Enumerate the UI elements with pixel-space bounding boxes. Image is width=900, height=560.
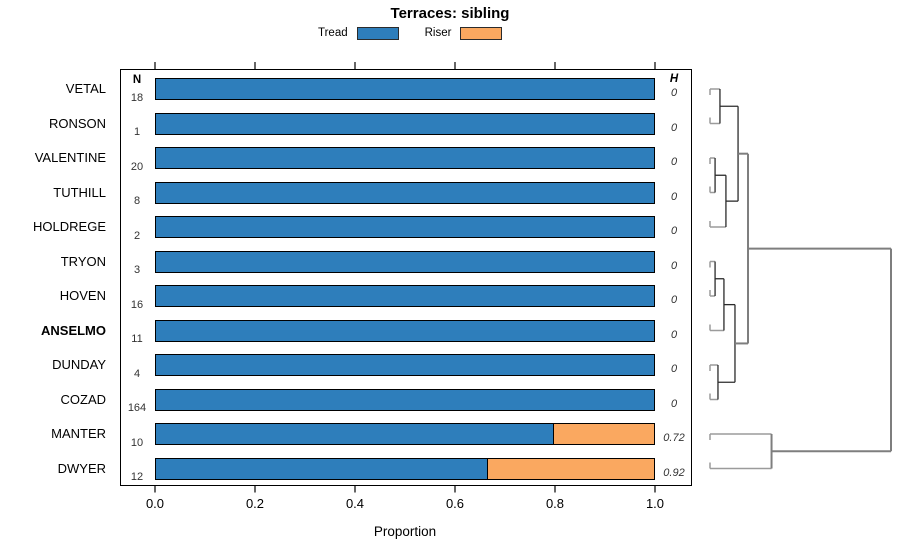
- h-value: 0: [670, 87, 678, 99]
- legend-label-riser: Riser: [424, 27, 452, 39]
- h-value: 0: [670, 121, 678, 134]
- h-value: 0.72: [663, 432, 685, 444]
- n-value: 10: [130, 436, 144, 449]
- category-label: RONSON: [48, 115, 106, 131]
- h-value: 0: [670, 156, 678, 168]
- n-value: 4: [133, 367, 141, 380]
- tread-segment: [156, 286, 654, 306]
- chart-title: Terraces: sibling: [390, 5, 510, 22]
- category-label: HOLDREGE: [33, 219, 106, 234]
- category-label: MANTER: [51, 426, 106, 441]
- n-value: 11: [131, 333, 143, 345]
- category-label: VALENTINE: [34, 150, 106, 165]
- h-value: 0: [670, 363, 678, 375]
- category-label: DWYER: [57, 460, 106, 476]
- tread-segment: [156, 79, 654, 99]
- h-value: 0: [670, 225, 678, 237]
- legend-swatch-tread: [356, 27, 399, 40]
- proportion-bar: [155, 112, 655, 135]
- h-value: 0.92: [663, 466, 685, 479]
- legend: Tread Riser: [318, 26, 503, 41]
- tread-segment: [156, 217, 654, 237]
- tread-segment: [156, 113, 654, 134]
- h-value: 0: [670, 190, 678, 203]
- h-column-header: H: [669, 73, 679, 85]
- x-tick-label: 0.2: [245, 496, 265, 511]
- n-value: 18: [130, 91, 144, 104]
- proportion-bar: [155, 354, 655, 376]
- category-label: VETAL: [65, 81, 106, 96]
- tread-segment: [156, 424, 555, 444]
- proportion-bar: [155, 147, 655, 169]
- x-tick-label: 0.4: [345, 496, 365, 511]
- proportion-bar: [155, 285, 655, 307]
- x-axis-title: Proportion: [373, 524, 437, 539]
- n-value: 164: [127, 402, 147, 414]
- x-tick-label: 0.8: [545, 496, 565, 511]
- h-value: 0: [670, 294, 678, 306]
- x-tick-label: 0.6: [445, 496, 465, 511]
- category-label: TUTHILL: [53, 184, 106, 200]
- category-label: DUNDAY: [52, 357, 106, 372]
- category-label: TRYON: [60, 253, 106, 269]
- h-value: 0: [670, 397, 678, 410]
- tread-segment: [156, 458, 489, 479]
- proportion-bar: [155, 181, 655, 204]
- category-label: COZAD: [60, 391, 107, 407]
- tread-segment: [156, 355, 654, 375]
- x-tick-label: 0.0: [145, 496, 165, 511]
- proportion-bar: [155, 457, 655, 480]
- plot-frame: [120, 69, 692, 486]
- n-value: 2: [133, 229, 141, 242]
- proportion-bar: [155, 319, 655, 342]
- legend-swatch-riser: [460, 27, 503, 40]
- tread-segment: [156, 320, 654, 341]
- n-value: 12: [130, 471, 144, 483]
- h-value: 0: [670, 328, 678, 341]
- tread-segment: [156, 389, 654, 410]
- proportion-bar: [155, 388, 655, 411]
- x-tick-label: 1.0: [645, 496, 665, 511]
- n-value: 20: [130, 160, 144, 173]
- proportion-bar: [155, 250, 655, 273]
- legend-label-tread: Tread: [318, 27, 348, 39]
- n-value: 16: [130, 298, 144, 311]
- n-value: 3: [133, 264, 141, 276]
- proportion-bar: [155, 216, 655, 238]
- h-value: 0: [670, 259, 678, 272]
- proportion-bar: [155, 78, 655, 100]
- category-label: HOVEN: [59, 288, 106, 303]
- n-value: 1: [133, 126, 141, 138]
- category-label: ANSELMO: [41, 322, 106, 338]
- proportion-bar: [155, 423, 655, 445]
- n-column-header: N: [132, 74, 142, 86]
- tread-segment: [156, 251, 654, 272]
- tread-segment: [156, 182, 654, 203]
- tread-segment: [156, 148, 654, 168]
- n-value: 8: [133, 195, 141, 207]
